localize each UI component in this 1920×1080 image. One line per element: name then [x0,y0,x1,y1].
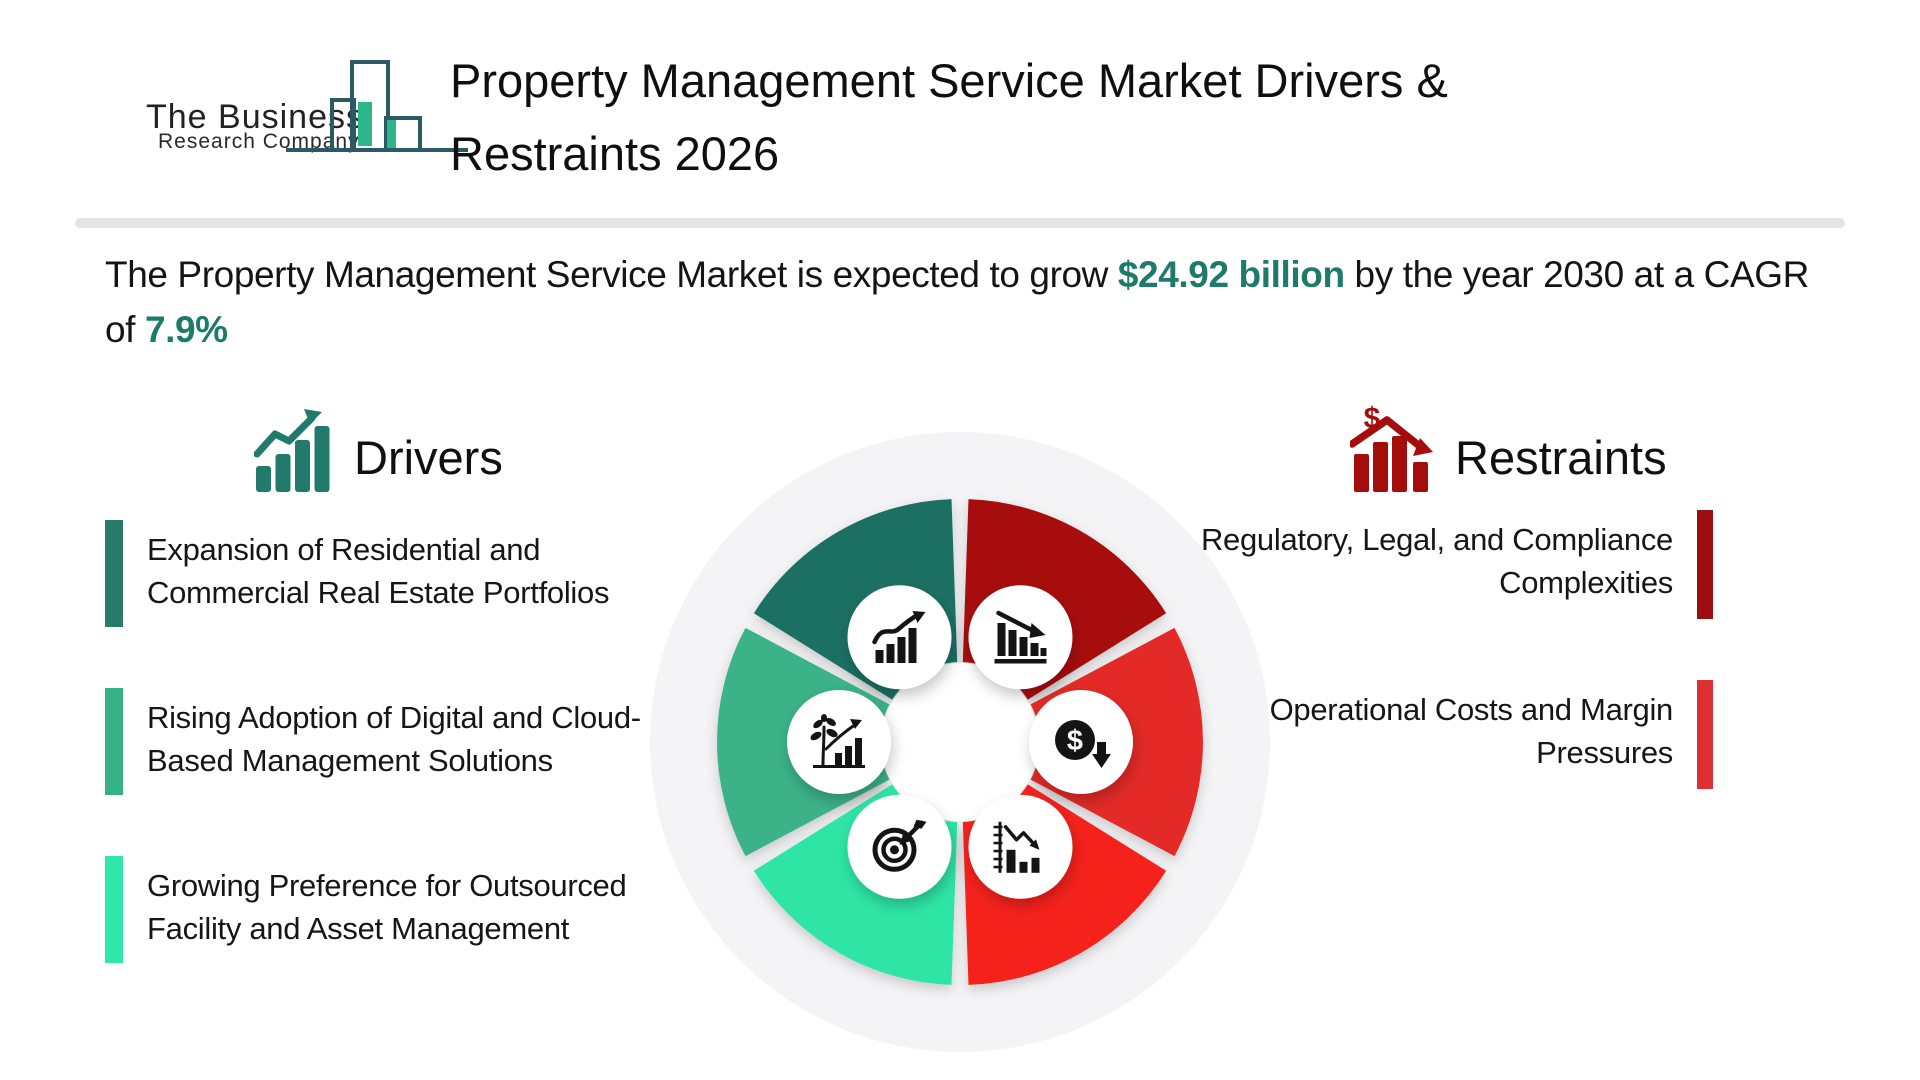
intro-line2: of 7.9% [105,302,1809,357]
driver-accent-bar [105,520,123,627]
driver-item-text: Growing Preference for Outsourced Facili… [147,856,627,950]
dollar-glyph: $ [1067,725,1083,757]
driver-accent-bar [105,856,123,963]
driver-item-text: Expansion of Residential and Commercial … [147,520,609,614]
driver-item-line1: Rising Adoption of Digital and Cloud- [147,700,641,735]
restraints-heading: Restraints [1455,431,1667,484]
driver-item-line1: Expansion of Residential and [147,532,541,567]
restraint-item-line2: Pressures [1536,735,1673,770]
declining-bars-icon [994,610,1047,664]
page-title-line2: Restraints 2026 [450,127,780,180]
declining-dollar-chart-icon: $ [1350,402,1433,492]
wheel-hub [881,663,1039,821]
driver-item: Growing Preference for Outsourced Facili… [105,856,627,963]
driver-accent-bar [105,688,123,795]
badge-target [847,794,952,899]
driver-item-line2: Based Management Solutions [147,743,553,778]
badge-declining-line [968,794,1073,899]
intro-line1-post: by the year 2030 at a CAGR [1344,254,1810,295]
restraint-item-text: High Operational Costs and Margin Pressu… [1113,680,1674,774]
driver-item-line2: Facility and Asset Management [147,911,570,946]
restraint-accent-bar [1697,510,1713,619]
restraint-item-line1: Regulatory, Legal, and Compliance [1200,522,1673,557]
badge-plant [787,690,891,794]
restraint-item-line1: High Operational Costs and Margin [1198,692,1674,727]
restraint-accent-bar [1697,680,1713,789]
plant-growth-icon [810,714,865,768]
page-title: Property Management Service Market Drive… [450,44,1850,190]
driver-item: Rising Adoption of Digital and Cloud- Ba… [105,688,641,795]
driver-item-text: Rising Adoption of Digital and Cloud- Ba… [147,688,641,782]
driver-item: Expansion of Residential and Commercial … [105,520,609,627]
intro-line1-pre: The Property Management Service Market i… [105,254,1118,295]
restraint-item: Regulatory, Legal, and Compliance Comple… [1113,510,1713,619]
driver-item-line1: Growing Preference for Outsourced [147,868,627,903]
brand-subname: Research Company [158,130,360,153]
brand-name: The Business [146,98,364,136]
restraint-item-line2: Complexities [1499,565,1673,600]
header-divider [75,218,1845,228]
restraint-item-text: Regulatory, Legal, and Compliance Comple… [1113,510,1673,604]
page-title-line1: Property Management Service Market Drive… [450,54,1448,107]
market-value-accent: $24.92 billion [1117,254,1345,295]
dollar-decrease-icon: $ [1055,720,1111,768]
growth-chart-icon [872,611,926,663]
restraint-item: High Operational Costs and Margin Pressu… [1113,680,1713,789]
intro-line1: The Property Management Service Market i… [105,247,1809,302]
brand-logo-icon [286,60,468,152]
target-arrow-icon [872,819,927,872]
rising-bar-chart-icon [254,409,330,492]
drivers-heading: Drivers [354,431,503,484]
drivers-restraints-wheel: $ [650,432,1270,1052]
driver-item-line2: Commercial Real Estate Portfolios [147,575,610,610]
intro-text: The Property Management Service Market i… [105,247,1809,357]
intro-line2-pre: of [105,309,145,350]
declining-line-chart-icon [993,821,1040,873]
cagr-accent: 7.9% [144,309,228,350]
